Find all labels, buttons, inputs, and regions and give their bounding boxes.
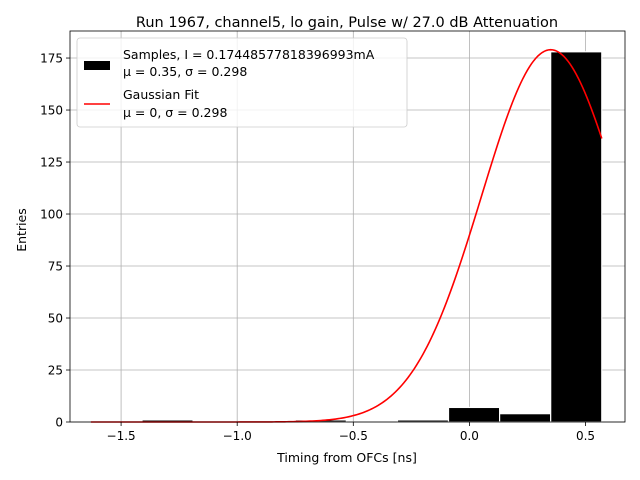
y-tick-label: 25 <box>48 364 63 378</box>
x-axis-ticks: −1.5 −1.0 −0.5 0.0 0.5 <box>107 422 595 443</box>
legend-box <box>76 37 408 128</box>
x-tick-label: 0.0 <box>460 429 479 443</box>
y-tick-label: 50 <box>48 312 63 326</box>
y-tick-label: 125 <box>40 156 63 170</box>
legend-fit-label: Gaussian Fit <box>123 87 199 102</box>
histogram-bar <box>550 51 603 423</box>
chart-title: Run 1967, channel5, lo gain, Pulse w/ 27… <box>136 15 558 31</box>
legend-samples-label: Samples, I = 0.17448577818396993mA <box>123 47 375 62</box>
y-tick-label: 75 <box>48 260 63 274</box>
x-axis-label: Timing from OFCs [ns] <box>276 450 417 465</box>
y-tick-label: 150 <box>40 104 63 118</box>
y-tick-label: 0 <box>55 416 63 430</box>
histogram-bar <box>499 413 552 423</box>
y-axis-ticks: 0 25 50 75 100 125 150 175 <box>40 52 70 430</box>
y-tick-label: 175 <box>40 52 63 66</box>
y-axis-label: Entries <box>14 208 29 252</box>
legend-samples-swatch <box>84 61 110 70</box>
histogram-bar <box>447 406 501 423</box>
x-tick-label: −1.5 <box>107 429 136 443</box>
x-tick-label: 0.5 <box>576 429 595 443</box>
legend-samples-stats: μ = 0.35, σ = 0.298 <box>123 64 247 79</box>
histogram-bars <box>141 51 603 423</box>
axes-frame <box>69 30 626 423</box>
legend: Samples, I = 0.17448577818396993mA μ = 0… <box>76 37 408 128</box>
x-tick-label: −0.5 <box>339 429 368 443</box>
x-tick-label: −1.0 <box>223 429 252 443</box>
y-tick-label: 100 <box>40 208 63 222</box>
legend-fit-stats: μ = 0, σ = 0.298 <box>123 105 227 120</box>
